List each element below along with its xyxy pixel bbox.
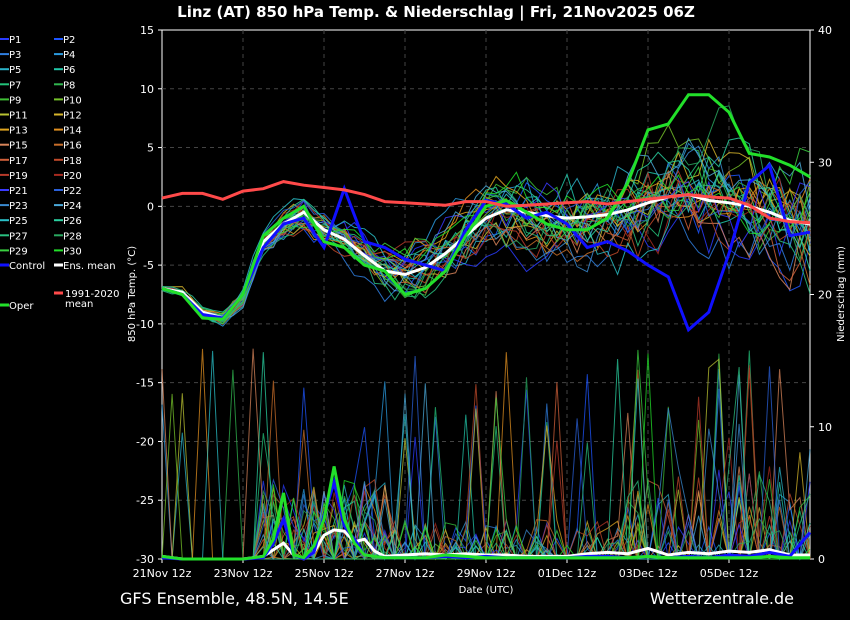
y-tick-label: -15 — [136, 377, 154, 390]
x-tick-label: 03Dec 12z — [619, 567, 678, 580]
legend-label-p25: P25 — [9, 216, 28, 227]
precip-line-oper — [161, 466, 810, 561]
legend-label-p8: P8 — [63, 80, 75, 91]
y2-tick-label: 20 — [818, 289, 832, 302]
x-tick-label: 29Nov 12z — [457, 567, 516, 580]
y-tick-label: 5 — [147, 142, 154, 155]
legend-label-p17: P17 — [9, 156, 28, 167]
y-tick-label: -5 — [143, 259, 154, 272]
legend-label-p11: P11 — [9, 111, 28, 122]
y-tick-label: -25 — [136, 494, 154, 507]
legend-label-p16: P16 — [63, 141, 82, 152]
legend-label-p28: P28 — [63, 231, 82, 242]
legend-label-p6: P6 — [63, 65, 75, 76]
legend-label-line: mean — [65, 299, 93, 310]
legend-label-p23: P23 — [9, 201, 28, 212]
y-tick-label: -30 — [136, 553, 154, 566]
highlight-series — [161, 93, 812, 561]
legend-label-p29: P29 — [9, 246, 28, 257]
y-tick-label: 0 — [147, 200, 154, 213]
legend-label-p9: P9 — [9, 95, 21, 106]
legend-label-p20: P20 — [63, 171, 82, 182]
legend-label-p12: P12 — [63, 111, 82, 122]
x-tick-label: 05Dec 12z — [700, 567, 759, 580]
x-tick-label: 01Dec 12z — [538, 567, 597, 580]
temp-line-1991-2020-mean — [161, 180, 811, 225]
legend-label-p7: P7 — [9, 80, 21, 91]
legend-label-p14: P14 — [63, 126, 82, 137]
temp-line-p30 — [161, 171, 811, 317]
x-tick-label: 23Nov 12z — [214, 567, 273, 580]
x-tick-label: 25Nov 12z — [295, 567, 354, 580]
temp-line-p24 — [161, 137, 811, 321]
legend-label-p19: P19 — [9, 171, 28, 182]
temp-line-p5 — [161, 165, 811, 321]
legend-label-p22: P22 — [63, 186, 82, 197]
legend: P1 P2 P3 P4 P5 P6 P7 P8 P9 P10 P11 P12 P13 P14 P15 P16 P… — [0, 35, 120, 312]
x-axis: 21Nov 12z 23Nov 12z 25Nov 12z 27Nov 12z 29No… — [133, 559, 759, 580]
y-axis-right: 40 30 20 10 0 — [810, 24, 832, 566]
legend-label-p2: P2 — [63, 35, 75, 46]
y2-tick-label: 10 — [818, 421, 832, 434]
x-axis-label: Date (UTC) — [459, 585, 514, 596]
legend-label-1991-2020-mean: 1991-2020 mean — [65, 289, 120, 310]
legend-label-control: Control — [9, 261, 45, 272]
footer-credit: Wetterzentrale.de — [650, 589, 794, 608]
legend-label-p24: P24 — [63, 201, 82, 212]
legend-label-p26: P26 — [63, 216, 82, 227]
chart-title: Linz (AT) 850 hPa Temp. & Niederschlag |… — [177, 3, 695, 22]
legend-label-line: 1991-2020 — [65, 289, 120, 300]
legend-label-p3: P3 — [9, 50, 21, 61]
y-tick-label: -20 — [136, 435, 154, 448]
temp-line-p1 — [161, 192, 811, 321]
precip-line-ens-mean — [161, 528, 810, 561]
legend-label-p27: P27 — [9, 231, 28, 242]
y-tick-label: 15 — [140, 24, 154, 37]
legend-label-p18: P18 — [63, 156, 82, 167]
legend-label-ens-mean: Ens. mean — [63, 261, 116, 272]
y-axis-left: 15 10 5 0 -5 -10 -15 -20 -25 -30 — [136, 24, 162, 566]
temp-line-ens-mean — [161, 193, 811, 320]
y-axis-label: 850 hPa Temp. (°C) — [127, 246, 138, 342]
y-tick-label: -10 — [136, 318, 154, 331]
y2-axis-label: Niederschlag (mm) — [836, 246, 847, 342]
legend-label-p4: P4 — [63, 50, 75, 61]
legend-label-p10: P10 — [63, 95, 82, 106]
y2-tick-label: 40 — [818, 24, 832, 37]
legend-label-oper: Oper — [9, 301, 34, 312]
y2-tick-label: 0 — [818, 553, 825, 566]
footer-source: GFS Ensemble, 48.5N, 14.5E — [120, 589, 349, 608]
y-tick-label: 10 — [140, 83, 154, 96]
legend-label-p13: P13 — [9, 126, 28, 137]
legend-label-p5: P5 — [9, 65, 21, 76]
legend-label-p15: P15 — [9, 141, 28, 152]
y2-tick-label: 30 — [818, 156, 832, 169]
temp-line-oper — [161, 93, 811, 321]
x-tick-label: 21Nov 12z — [133, 567, 192, 580]
x-tick-label: 27Nov 12z — [376, 567, 435, 580]
legend-label-p1: P1 — [9, 35, 21, 46]
legend-label-p21: P21 — [9, 186, 28, 197]
legend-label-p30: P30 — [63, 246, 82, 257]
